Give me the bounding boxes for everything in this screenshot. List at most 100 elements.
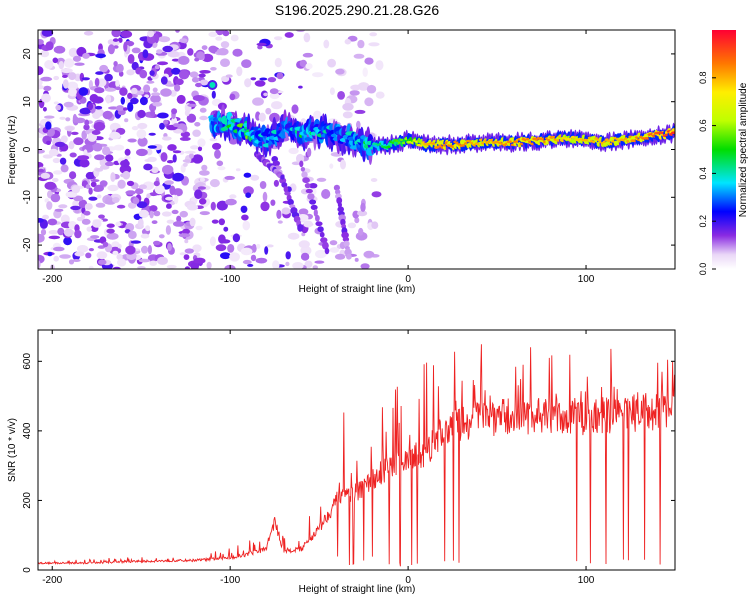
spectrogram-noise-cell xyxy=(171,209,179,215)
spectrogram-noise-cell xyxy=(272,260,280,269)
spectrogram-noise-cell xyxy=(224,175,235,180)
spectrogram-noise-cell xyxy=(188,153,194,159)
spectrogram-noise-cell xyxy=(316,177,327,182)
spectrogram-noise-cell xyxy=(335,68,345,75)
spectrogram-noise-cell xyxy=(44,60,54,69)
spectrogram-noise-cell xyxy=(60,164,69,173)
spectrogram-noise-cell xyxy=(147,245,152,255)
spectrogram-noise-cell xyxy=(131,47,141,54)
spectrogram-noise-cell xyxy=(152,87,158,93)
spectrogram-noise-cell xyxy=(251,243,257,253)
spectrogram-noise-cell xyxy=(167,243,172,251)
spectrogram-noise-cell xyxy=(196,51,205,60)
spectrogram-noise-cell xyxy=(118,37,123,43)
spectrogram-noise-cell xyxy=(90,235,100,239)
spectrogram-noise-cell xyxy=(137,218,144,228)
spectrogram-noise-cell xyxy=(130,97,139,105)
spectrogram-noise-cell xyxy=(220,41,230,49)
spectrogram-noise-cell xyxy=(104,73,113,82)
spectrogram-noise-cell xyxy=(169,185,176,196)
spectrogram-noise-cell xyxy=(173,188,183,197)
spectrogram-noise-cell xyxy=(54,208,64,212)
spectrogram-noise-cell xyxy=(69,152,77,158)
spectrogram-noise-cell xyxy=(187,103,197,107)
spectrogram-noise-cell xyxy=(305,63,313,70)
spectrogram-noise-cell xyxy=(164,180,174,185)
spectrogram-noise-cell xyxy=(119,87,128,96)
spectrogram-noise-cell xyxy=(48,148,59,157)
spectrogram-noise-cell xyxy=(160,88,172,97)
spectrogram-noise-cell xyxy=(192,95,205,102)
spectrogram-noise-cell xyxy=(126,69,135,76)
spectrogram-noise-cell xyxy=(277,220,283,224)
spectrogram-noise-cell xyxy=(302,52,314,58)
spectrogram-noise-cell xyxy=(146,193,151,199)
colorbar-axes: 0.0 0.2 0.4 0.6 0.8 xyxy=(698,72,716,275)
spectrogram-noise-cell xyxy=(109,131,121,140)
spectrogram-noise-cell xyxy=(177,55,190,65)
spectrogram-noise-cell xyxy=(218,218,225,226)
spectrogram-noise-cell xyxy=(40,76,53,82)
spectrogram-streak-cell xyxy=(300,167,306,172)
spectrogram-noise-cell xyxy=(232,233,241,243)
spectrogram-noise-cell xyxy=(347,222,357,229)
spectrogram-noise-cell xyxy=(40,228,47,236)
spectrogram-streak-cell xyxy=(302,177,310,184)
spectrogram-noise-cell xyxy=(257,45,263,50)
spectrogram-noise-cell xyxy=(195,82,202,88)
spectrogram-noise-cell xyxy=(163,119,169,125)
spectrogram-noise-cell xyxy=(329,87,335,95)
spectrogram-noise-cell xyxy=(149,260,157,266)
spectrogram-noise-cell xyxy=(38,85,44,90)
spectrogram-noise-cell xyxy=(40,172,51,179)
spectrogram-noise-cell xyxy=(266,244,274,248)
spectrogram-noise-cell xyxy=(124,156,131,160)
spectrogram-noise-cell xyxy=(217,166,226,171)
spectrogram-noise-cell xyxy=(215,244,227,252)
spectrogram-noise-cell xyxy=(38,161,44,169)
spectrogram-noise-cell xyxy=(175,78,184,86)
spectrogram-noise-cell xyxy=(136,148,148,157)
spectrogram-noise-cell xyxy=(270,199,276,206)
spectrogram-noise-cell xyxy=(167,144,177,151)
spectrogram-noise-cell xyxy=(94,184,104,192)
spectrogram-streak-cell xyxy=(313,209,318,217)
spectrogram-noise-cell xyxy=(55,104,61,111)
spectrogram-noise-cell xyxy=(174,84,181,92)
spectrogram-noise-cell xyxy=(115,79,120,88)
spectrogram-noise-cell xyxy=(161,136,172,141)
spectrogram-noise-cell xyxy=(192,129,201,137)
spectrogram-noise-cell xyxy=(146,80,155,84)
spectrogram-noise-cell xyxy=(187,48,194,56)
spectrogram-noise-cell xyxy=(90,181,97,188)
spectrogram-noise-cell xyxy=(112,38,119,42)
spectrogram-noise-cell xyxy=(59,157,67,165)
spectrogram-noise-cell xyxy=(371,191,382,198)
spectrogram-streak-cell xyxy=(310,204,318,210)
spectrogram-noise-cell xyxy=(131,87,138,94)
snr-y-tick-label: 0 xyxy=(22,567,33,573)
snr-x-tick-label: 0 xyxy=(405,575,411,586)
spectrogram-noise-cell xyxy=(225,198,237,206)
spectrogram-noise-cell xyxy=(360,263,370,269)
spectrogram-noise-cell xyxy=(113,45,119,49)
spectrogram-noise-cell xyxy=(173,194,179,205)
spectrogram-streak-cell xyxy=(309,199,317,205)
spectrogram-noise-cell xyxy=(165,196,174,201)
spectrogram-noise-cell xyxy=(137,122,148,130)
spectrogram-noise-cell xyxy=(53,45,66,54)
spectrogram-noise-cell xyxy=(157,256,168,265)
spectrogram-noise-cell xyxy=(116,204,126,209)
spectrogram-noise-cell xyxy=(199,170,210,176)
spectrogram-noise-cell xyxy=(256,243,261,249)
spectrogram-streak-cell xyxy=(305,188,313,194)
spectrogram-noise-cell xyxy=(354,109,366,114)
spectrogram-noise-cell xyxy=(191,77,200,83)
spectrogram-noise-cell xyxy=(274,57,282,68)
spectrogram-noise-cell xyxy=(232,48,243,57)
spectrogram-noise-cell xyxy=(301,232,306,237)
spectrogram-noise-cell xyxy=(197,138,206,148)
spectrogram-noise-cell xyxy=(83,210,91,216)
colorbar-label: Normalized spectral amplitude xyxy=(738,82,749,217)
